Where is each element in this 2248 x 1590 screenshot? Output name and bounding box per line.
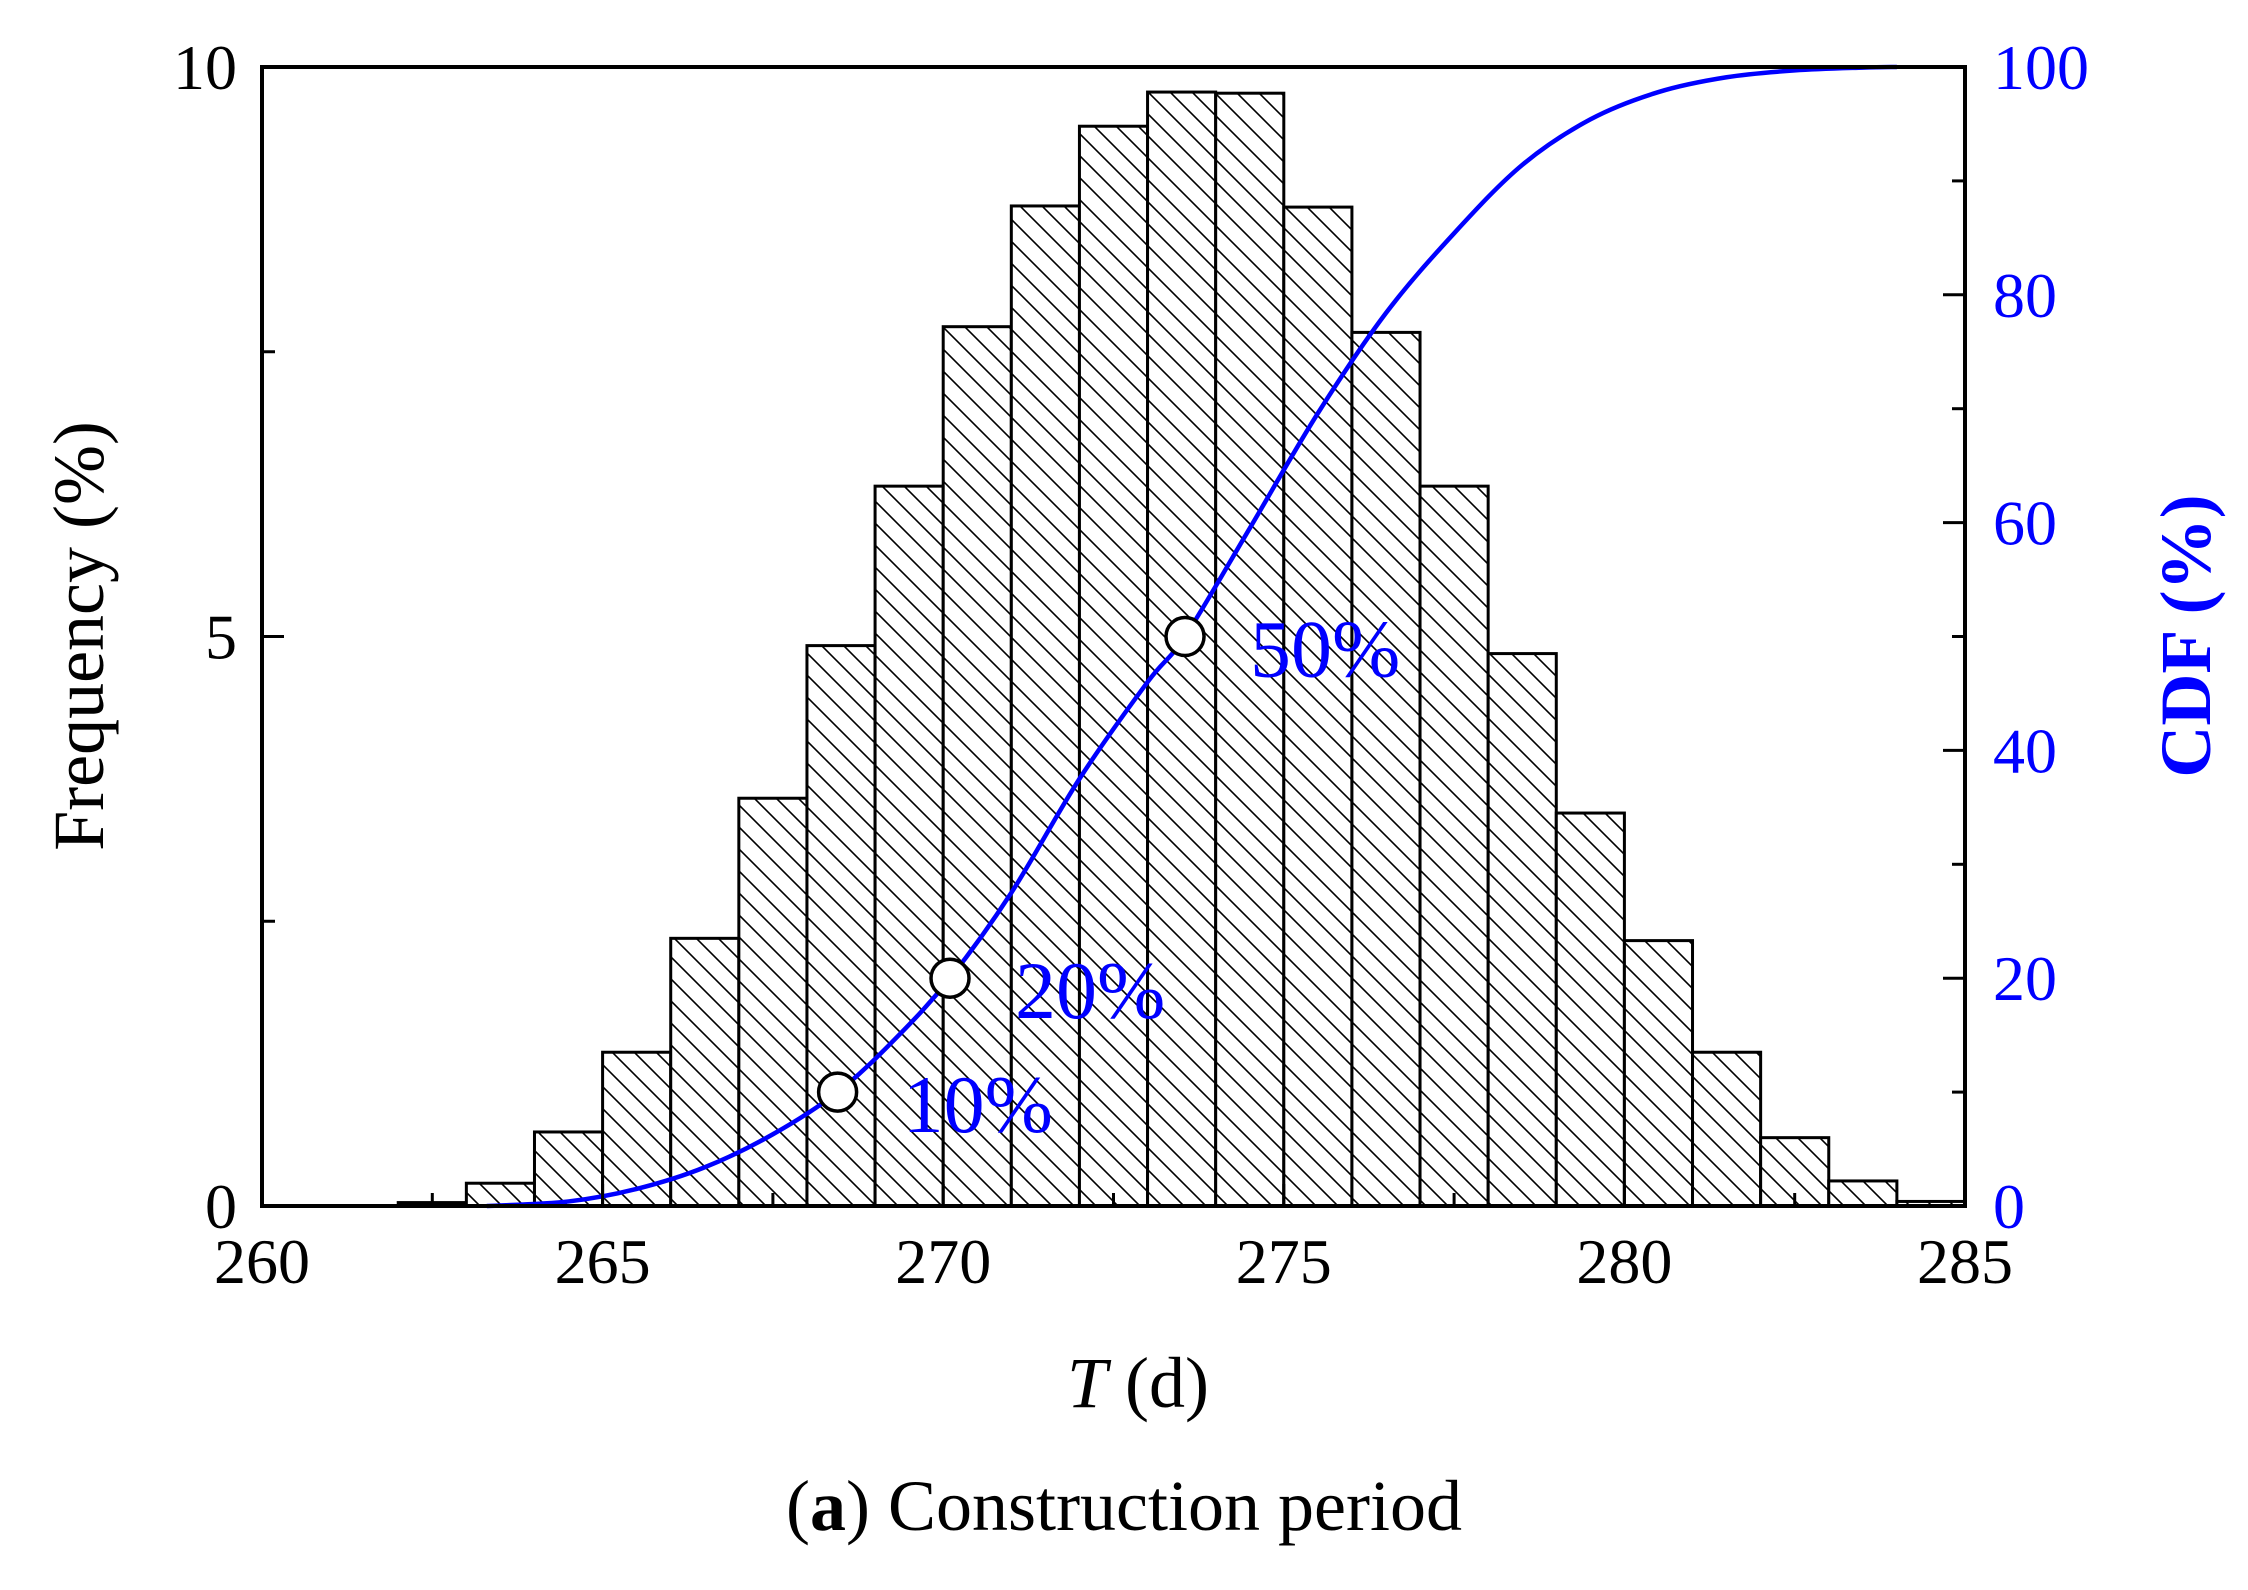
- y-tick-label: 5: [205, 602, 237, 673]
- cdf-layer: 10% 20% 50%: [486, 64, 1897, 1209]
- y2-tick-label: 80: [1993, 260, 2057, 331]
- caption-close-paren: ): [846, 1466, 889, 1546]
- x-tick-label: 275: [1236, 1226, 1332, 1297]
- y2-tick-label: 40: [1993, 715, 2057, 786]
- cdf-marker: [1164, 615, 1206, 658]
- histogram-bar: [1282, 205, 1354, 1208]
- y-tick-label: 0: [205, 1171, 237, 1242]
- histogram-bar: [1691, 1050, 1763, 1208]
- x-axis-label: T (d): [1067, 1343, 1209, 1423]
- histogram-bar: [1418, 484, 1490, 1208]
- x-tick-label: 285: [1917, 1226, 2013, 1297]
- histogram-bar: [1486, 652, 1558, 1208]
- caption-text: Construction period: [888, 1466, 1462, 1546]
- cdf-marker: [929, 957, 971, 999]
- cdf-marker: [816, 1071, 859, 1113]
- cdf-marker-label: 20%: [1015, 945, 1165, 1036]
- y2-axis-label: CDF (%): [2146, 494, 2226, 777]
- figure-caption: (a) Construction period: [0, 1465, 2248, 1548]
- histogram-bar: [1009, 204, 1081, 1208]
- y2-tick-label: 60: [1993, 488, 2057, 559]
- histogram-bar: [1827, 1179, 1899, 1208]
- y2-tick-label: 0: [1993, 1171, 2025, 1242]
- x-tick-label: 280: [1576, 1226, 1672, 1297]
- x-tick-label: 270: [895, 1226, 991, 1297]
- y2-tick-label: 100: [1993, 32, 2089, 103]
- histogram-bar: [1077, 124, 1150, 1208]
- x-axis-label-unit: (d): [1107, 1343, 1209, 1423]
- x-axis-label-variable: T: [1067, 1343, 1112, 1423]
- x-tick-label: 265: [555, 1226, 651, 1297]
- histogram-bar: [1622, 939, 1695, 1208]
- chart-text: Frequency (%) CDF (%) T (d): [39, 421, 2226, 1423]
- x-tick-label: 260: [214, 1226, 310, 1297]
- histogram-bar: [1350, 330, 1422, 1208]
- y-tick-label: 10: [173, 32, 237, 103]
- histogram-bar: [805, 644, 877, 1208]
- caption-open-paren: (: [786, 1466, 811, 1546]
- y2-tick-label: 20: [1993, 943, 2057, 1014]
- caption-panel-letter: a: [810, 1466, 847, 1546]
- cdf-marker-label: 50%: [1250, 604, 1400, 695]
- y-axis-label: Frequency (%): [39, 421, 119, 851]
- cdf-marker-label: 10%: [903, 1059, 1053, 1150]
- histogram-bars: [396, 90, 1967, 1208]
- histogram-bar: [1554, 811, 1626, 1208]
- histogram-bar: [532, 1130, 605, 1208]
